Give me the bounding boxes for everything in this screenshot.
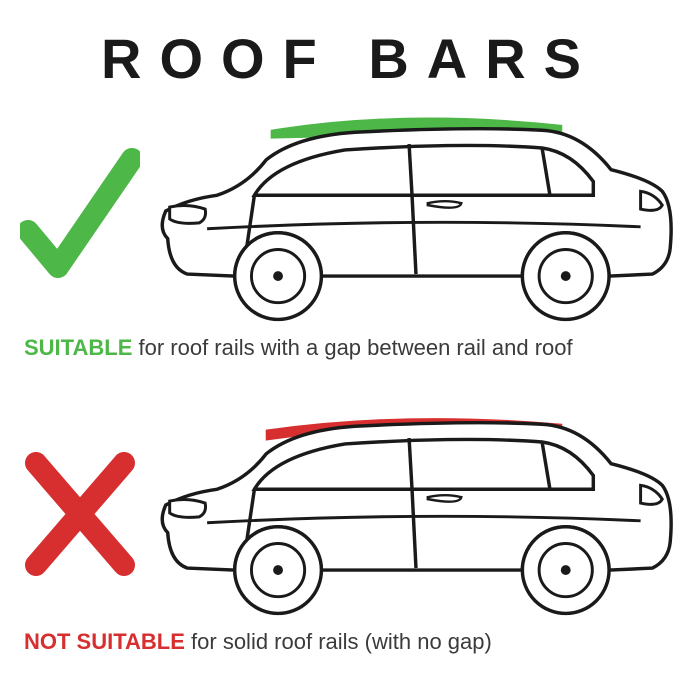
suitable-section: SUITABLE for roof rails with a gap betwe… <box>20 99 680 361</box>
suitable-label-rest: for roof rails with a gap between rail a… <box>132 335 572 360</box>
car-suitable <box>148 99 680 329</box>
suitable-row <box>20 99 680 329</box>
page-title: ROOF BARS <box>20 26 680 91</box>
not-suitable-section: NOT SUITABLE for solid roof rails (with … <box>20 393 680 655</box>
page: ROOF BARS <box>0 0 700 700</box>
not-suitable-label-strong: NOT SUITABLE <box>24 629 185 654</box>
suitable-label-strong: SUITABLE <box>24 335 132 360</box>
not-suitable-label-rest: for solid roof rails (with no gap) <box>185 629 492 654</box>
not-suitable-caption: NOT SUITABLE for solid roof rails (with … <box>24 629 680 655</box>
suitable-caption: SUITABLE for roof rails with a gap betwe… <box>24 335 680 361</box>
cross-icon <box>20 433 140 583</box>
not-suitable-row <box>20 393 680 623</box>
check-icon <box>20 139 140 289</box>
car-not-suitable <box>148 393 680 623</box>
